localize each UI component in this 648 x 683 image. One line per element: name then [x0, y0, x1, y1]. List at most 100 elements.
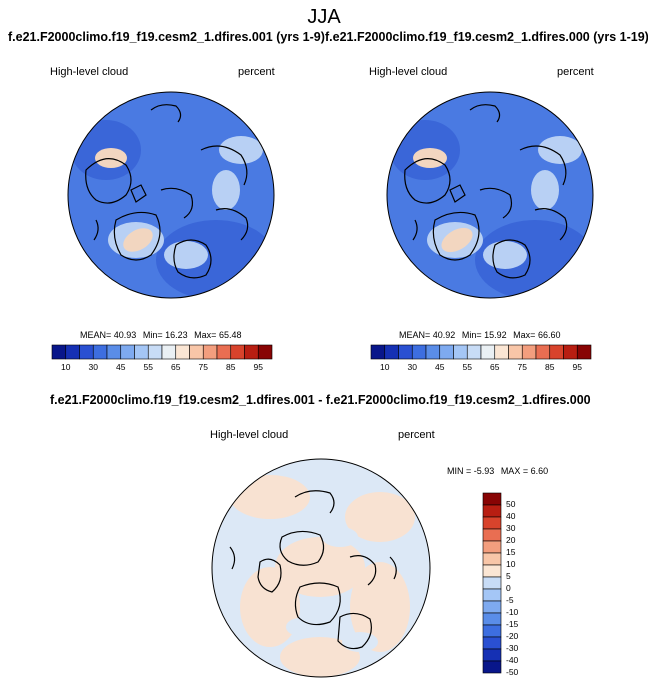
colorbar-difference-swatch	[482, 660, 502, 674]
right-min-label: Min=	[461, 330, 482, 340]
colorbar-right-swatch	[508, 344, 523, 360]
colorbar-left-swatch	[51, 344, 67, 360]
colorbar-left-swatch	[257, 344, 273, 360]
colorbar-difference	[482, 492, 502, 674]
diff-min-label: MIN =	[447, 466, 472, 476]
colorbar-right-swatch	[480, 344, 496, 360]
colorbar-difference-swatch	[482, 564, 502, 578]
colorbar-left-swatch	[161, 344, 177, 360]
colorbar-right-swatch	[453, 344, 468, 360]
colorbar-right-swatch	[384, 344, 399, 360]
colorbar-left-swatch	[244, 344, 259, 360]
left-min-label: Min=	[142, 330, 163, 340]
colorbar-left-swatch	[189, 344, 204, 360]
colorbar-difference-tick-label: 40	[506, 511, 516, 521]
colorbar-difference-tick-label: -5	[506, 595, 514, 605]
colorbar-difference-swatch	[482, 600, 502, 614]
colorbar-right-tick-label: 30	[407, 362, 417, 372]
colorbar-right-swatch	[535, 344, 551, 360]
colorbar-left-swatch	[216, 344, 232, 360]
colorbar-right-tick-label: 95	[572, 362, 582, 372]
left-max-value: 65.48	[218, 330, 242, 340]
colorbar-difference-tick-label: -15	[506, 619, 519, 629]
colorbar-right-swatch	[563, 344, 578, 360]
left-min-value: 16.23	[165, 330, 188, 340]
colorbar-left-tick-label: 65	[171, 362, 181, 372]
colorbar-right-swatch	[466, 344, 482, 360]
colorbar-left-tick-label: 30	[88, 362, 98, 372]
colorbar-difference-swatch	[482, 492, 502, 506]
colorbar-left-tick-label: 45	[116, 362, 126, 372]
colorbar-difference-tick-label: 10	[506, 559, 516, 569]
colorbar-difference-tick-label: -10	[506, 607, 519, 617]
colorbar-left-swatch	[92, 344, 108, 360]
colorbar-right-swatch	[521, 344, 537, 360]
diff-title: f.e21.F2000climo.f19_f19.cesm2_1.dfires.…	[50, 393, 591, 407]
colorbar-difference-tick-label: 30	[506, 523, 516, 533]
colorbar-left	[51, 344, 273, 360]
season-title: JJA	[307, 6, 341, 28]
colorbar-left-tick-label: 55	[143, 362, 153, 372]
colorbar-right-swatch	[398, 344, 413, 360]
map-right	[386, 91, 594, 299]
colorbar-difference-tick-label: -20	[506, 631, 519, 641]
colorbar-difference-swatch	[482, 636, 502, 650]
colorbar-difference-swatch	[482, 516, 502, 530]
right-variable-label: High-level cloud	[369, 66, 448, 78]
colorbar-right-tick-label: 45	[435, 362, 445, 372]
colorbar-difference-tick-label: -40	[506, 655, 519, 665]
diff-max-label: MAX =	[500, 466, 529, 476]
diff-stats: MIN = -5.93 MAX = 6.60	[447, 466, 548, 476]
right-max-label: Max=	[513, 330, 536, 340]
map-left	[67, 91, 275, 299]
diff-variable-label: High-level cloud	[210, 429, 289, 441]
colorbar-left-tick-label: 10	[61, 362, 71, 372]
colorbar-right-tick-label: 85	[545, 362, 555, 372]
colorbar-left-tick-label: 75	[198, 362, 208, 372]
colorbar-left-swatch	[79, 344, 94, 360]
colorbar-right-tick-label: 10	[380, 362, 390, 372]
colorbar-right-tick-label: 55	[462, 362, 472, 372]
colorbar-left-swatch	[106, 344, 122, 360]
right-max-value: 66.60	[537, 330, 561, 340]
colorbar-difference-swatch	[482, 504, 502, 518]
colorbar-difference-swatch	[482, 552, 502, 566]
colorbar-right-swatch	[425, 344, 441, 360]
colorbar-right-swatch	[439, 344, 454, 360]
colorbar-right-tick-label: 65	[490, 362, 500, 372]
colorbar-right-swatch	[370, 344, 386, 360]
colorbar-right-swatch	[494, 344, 509, 360]
right-mean-label: MEAN=	[399, 330, 431, 340]
colorbar-difference-tick-label: -30	[506, 643, 519, 653]
colorbar-difference-tick-label: 50	[506, 499, 516, 509]
colorbar-left-swatch	[120, 344, 135, 360]
colorbar-difference-swatch	[482, 576, 502, 590]
colorbar-right-swatch	[576, 344, 592, 360]
colorbar-left-swatch	[65, 344, 80, 360]
colorbar-difference-tick-label: 0	[506, 583, 511, 593]
left-max-label: Max=	[194, 330, 217, 340]
colorbar-left-swatch	[175, 344, 190, 360]
colorbar-difference-swatch	[482, 648, 502, 662]
right-min-value: 15.92	[484, 330, 507, 340]
colorbar-left-swatch	[147, 344, 163, 360]
right-units-label: percent	[557, 66, 594, 78]
map-difference	[211, 458, 431, 678]
colorbar-right-swatch	[411, 344, 427, 360]
left-mean-label: MEAN=	[80, 330, 112, 340]
diff-min-value: -5.93	[473, 466, 495, 476]
left-units-label: percent	[238, 66, 275, 78]
diff-max-value: 6.60	[530, 466, 549, 476]
colorbar-left-swatch	[134, 344, 149, 360]
colorbar-right-tick-label: 75	[517, 362, 527, 372]
panel-left-title: f.e21.F2000climo.f19_f19.cesm2_1.dfires.…	[8, 30, 325, 44]
right-mean-value: 40.92	[432, 330, 456, 340]
colorbar-right-swatch	[549, 344, 564, 360]
colorbar-difference-tick-label: 15	[506, 547, 516, 557]
colorbar-left-tick-label: 95	[253, 362, 263, 372]
panel-right-title: f.e21.F2000climo.f19_f19.cesm2_1.dfires.…	[325, 30, 648, 44]
colorbar-difference-swatch	[482, 624, 502, 638]
colorbar-left-swatch	[202, 344, 218, 360]
colorbar-difference-swatch	[482, 528, 502, 542]
colorbar-difference-tick-label: 20	[506, 535, 516, 545]
